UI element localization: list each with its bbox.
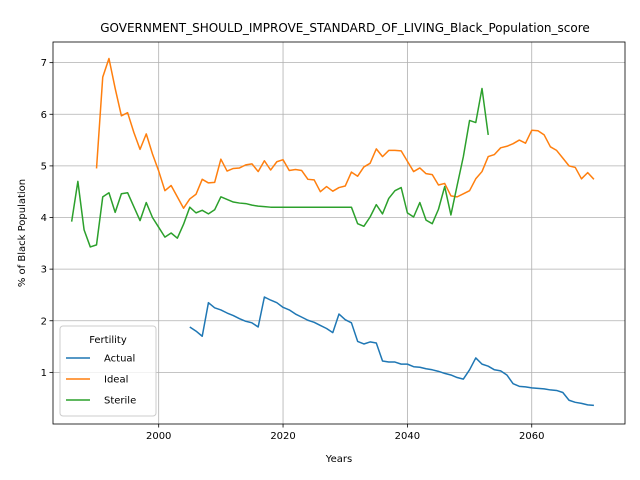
series-line-ideal <box>95 57 595 209</box>
legend-label-ideal: Ideal <box>104 375 128 386</box>
legend-title: Fertility <box>89 335 127 346</box>
y-tick-label: 1 <box>41 368 47 379</box>
y-tick-label: 6 <box>41 110 47 121</box>
legend-label-actual: Actual <box>104 354 135 365</box>
x-tick-label: 2020 <box>270 431 295 442</box>
grid <box>53 42 625 424</box>
axis-ticks: 2000 2020 2040 2060 1 2 3 4 5 6 7 <box>41 58 545 442</box>
y-tick-label: 5 <box>41 161 47 172</box>
legend-box <box>59 325 157 417</box>
y-tick-label: 3 <box>41 265 47 276</box>
x-tick-label: 2060 <box>519 431 544 442</box>
x-tick-label: 2040 <box>395 431 420 442</box>
y-tick-label: 2 <box>41 316 47 327</box>
series-layer <box>70 57 595 407</box>
y-tick-label: 7 <box>41 58 47 69</box>
y-axis-label: % of Black Population <box>17 179 28 287</box>
x-axis-label: Years <box>325 454 352 465</box>
y-tick-label: 4 <box>41 213 47 224</box>
x-tick-label: 2000 <box>146 431 171 442</box>
chart-title: GOVERNMENT_SHOULD_IMPROVE_STANDARD_OF_LI… <box>100 21 590 35</box>
legend: Fertility Actual Ideal Sterile <box>59 325 157 417</box>
series-line-sterile <box>70 87 489 248</box>
legend-label-sterile: Sterile <box>104 396 136 407</box>
plot-area-frame <box>52 41 626 425</box>
series-line-actual <box>189 296 594 407</box>
